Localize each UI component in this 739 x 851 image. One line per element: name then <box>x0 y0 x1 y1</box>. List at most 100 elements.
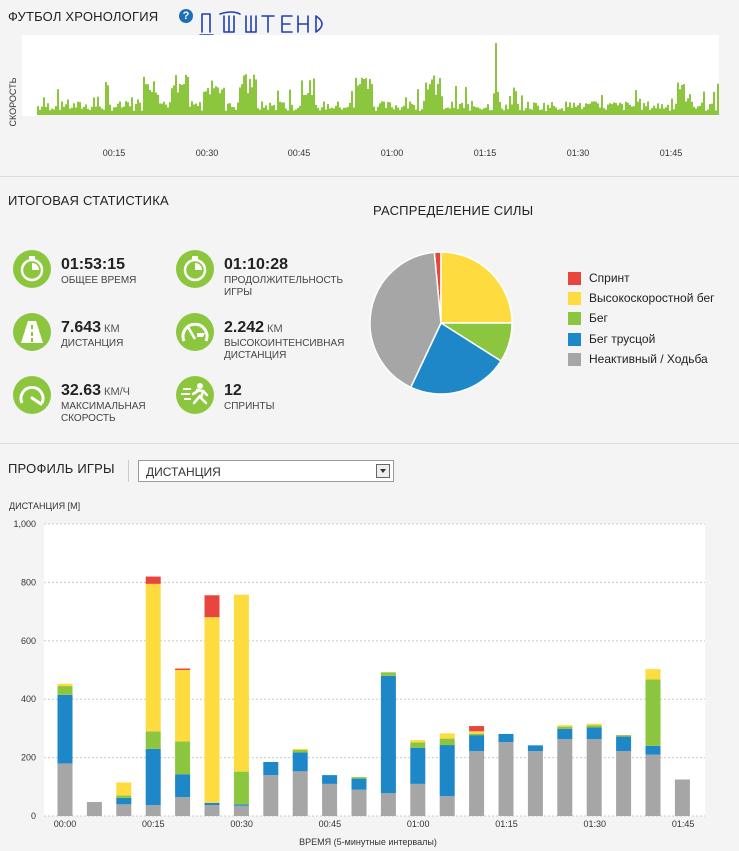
timeline-speed-bars <box>37 43 719 115</box>
timeline-speed-bar <box>83 106 85 115</box>
timeline-speed-bar <box>185 74 187 115</box>
timeline-speed-bar <box>323 101 325 115</box>
timeline-speed-bar <box>491 110 493 115</box>
timeline-speed-bar <box>351 91 353 115</box>
timeline-speed-bar <box>305 94 307 115</box>
timeline-speed-bar <box>73 103 75 115</box>
timeline-speed-bar <box>675 103 677 115</box>
timeline-speed-bar <box>579 103 581 115</box>
timeline-speed-bar <box>549 107 551 115</box>
timeline-speed-bar <box>475 107 477 115</box>
timeline-speed-bar <box>447 107 449 115</box>
bar-segment <box>175 797 191 816</box>
timeline-speed-bar <box>279 101 281 115</box>
timeline-speed-bar <box>233 107 235 115</box>
timeline-speed-bar <box>405 97 407 115</box>
timeline-speed-bar <box>331 107 333 115</box>
timeline-speed-bar <box>235 109 237 115</box>
timeline-speed-bar <box>123 106 125 115</box>
timeline-speed-bar <box>569 102 571 115</box>
timeline-speed-bar <box>209 94 211 115</box>
timeline-speed-bar <box>517 103 519 115</box>
timeline-speed-bar <box>137 99 139 115</box>
timeline-speed-bar <box>699 105 701 115</box>
timeline-x-tick: 01:00 <box>381 148 404 158</box>
x-tick-label: 00:30 <box>230 819 253 829</box>
bar-segment <box>439 738 455 746</box>
timeline-speed-bar <box>257 108 259 115</box>
timeline-speed-bar <box>183 84 185 115</box>
timeline-speed-bar <box>513 87 515 115</box>
timeline-speed-bar <box>429 84 431 115</box>
timeline-speed-bar <box>637 101 639 115</box>
timeline-speed-bar <box>77 101 79 115</box>
bar-segment <box>57 683 73 687</box>
legend-swatch <box>568 333 581 346</box>
timeline-speed-bar <box>301 80 303 115</box>
timeline-speed-bar <box>155 92 157 115</box>
timeline-speed-bar <box>425 82 427 115</box>
timeline-title: ФУТБОЛ ХРОНОЛОГИЯ <box>8 9 159 24</box>
timeline-speed-bar <box>421 109 423 115</box>
timeline-speed-bar <box>709 104 711 115</box>
bar-segment <box>322 783 338 816</box>
timeline-speed-bar <box>449 108 451 115</box>
y-tick-label: 0 <box>31 811 36 821</box>
timeline-speed-bar <box>439 78 441 115</box>
bar-segment <box>586 723 602 726</box>
timeline-speed-bar <box>471 101 473 115</box>
bar-segment <box>557 739 573 816</box>
timeline-speed-bar <box>177 92 179 115</box>
timeline-speed-bar <box>195 103 197 115</box>
x-tick-label: 01:45 <box>672 819 695 829</box>
legend-swatch <box>568 312 581 325</box>
timeline-speed-bar <box>581 109 583 115</box>
timeline-speed-bar <box>663 108 665 115</box>
timeline-speed-bar <box>237 102 239 115</box>
timeline-speed-bar <box>225 110 227 115</box>
timeline-speed-bar <box>577 105 579 115</box>
speedometer-icon <box>13 376 51 414</box>
timeline-speed-bar <box>39 109 41 115</box>
timeline-speed-bar <box>147 84 149 115</box>
bar-segment <box>351 778 367 790</box>
timeline-speed-bar <box>397 107 399 115</box>
timeline-speed-bar <box>281 102 283 115</box>
timeline-speed-bar <box>479 108 481 115</box>
timeline-speed-bar <box>551 101 553 115</box>
timeline-speed-bar <box>403 105 405 115</box>
timeline-speed-bar <box>365 78 367 115</box>
timeline-section: ФУТБОЛ ХРОНОЛОГИЯ ? СКОРОСТЬ 00:15 00:30 0… <box>0 0 739 176</box>
timeline-speed-bar <box>43 97 45 115</box>
timeline-speed-bar <box>87 108 89 115</box>
metric-dropdown[interactable]: ДИСТАНЦИЯ <box>138 460 394 482</box>
timeline-speed-bar <box>313 78 315 115</box>
timeline-speed-bar <box>383 101 385 115</box>
timeline-speed-bar <box>159 103 161 115</box>
timeline-speed-bar <box>395 105 397 115</box>
timeline-speed-bar <box>521 95 523 115</box>
bar-segment <box>233 771 249 805</box>
timeline-speed-bar <box>559 109 561 115</box>
timeline-speed-bar <box>651 108 653 115</box>
timeline-speed-bar <box>423 101 425 115</box>
timeline-speed-bar <box>277 90 279 115</box>
timeline-speed-bar <box>249 79 251 115</box>
timeline-speed-bar <box>509 96 511 115</box>
timeline-speed-bar <box>643 103 645 115</box>
timeline-speed-bar <box>213 88 215 115</box>
bar-segment <box>410 747 426 784</box>
bar-segment <box>116 797 132 805</box>
chevron-down-icon[interactable] <box>376 464 390 478</box>
timeline-speed-bar <box>287 110 289 115</box>
timeline-speed-bar <box>427 89 429 115</box>
timeline-speed-bar <box>573 102 575 115</box>
help-icon[interactable]: ? <box>179 9 193 23</box>
bar-segment <box>175 741 191 775</box>
timeline-speed-bar <box>387 101 389 115</box>
timeline-speed-bar <box>99 106 101 115</box>
bar-segment <box>292 771 308 816</box>
timeline-speed-bar <box>65 104 67 115</box>
timeline-speed-bar <box>691 101 693 115</box>
timeline-speed-bar <box>533 102 535 115</box>
